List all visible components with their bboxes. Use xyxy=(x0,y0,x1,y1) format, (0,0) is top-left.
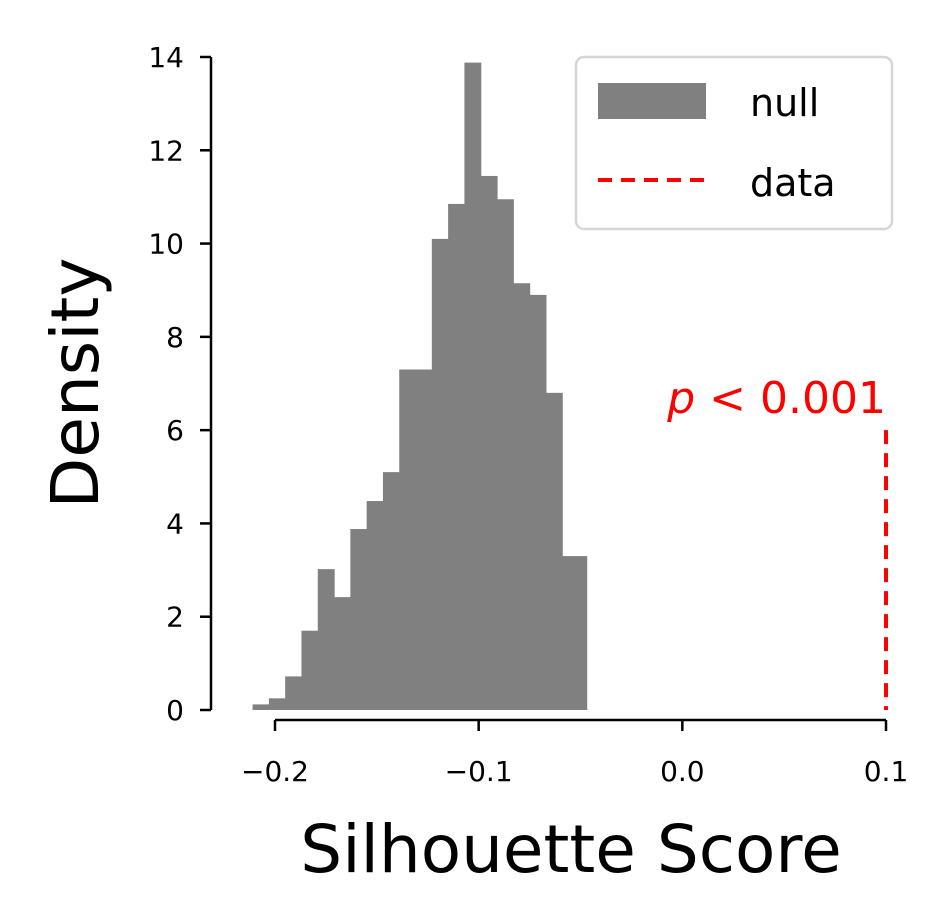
y-tick-label: 12 xyxy=(148,134,184,167)
legend-data-label: data xyxy=(750,161,836,205)
y-tick-label: 8 xyxy=(166,321,184,354)
histogram-bar xyxy=(285,676,303,710)
p-value-annotation: p < 0.001 xyxy=(666,373,886,424)
histogram-bar xyxy=(464,62,482,710)
histogram-bar xyxy=(350,529,368,710)
p-symbol: p xyxy=(666,373,695,424)
p-threshold: < 0.001 xyxy=(695,373,886,424)
x-tick-label: −0.2 xyxy=(241,755,309,788)
histogram-bar xyxy=(334,597,351,710)
histogram-bar xyxy=(268,698,286,710)
histogram-bar xyxy=(513,283,531,710)
histogram-bar xyxy=(448,203,466,711)
histogram-bar xyxy=(496,199,514,710)
histogram-bar xyxy=(382,472,400,710)
histogram-bar xyxy=(366,501,384,710)
histogram-bar xyxy=(415,369,433,710)
y-tick-label: 4 xyxy=(166,507,184,540)
y-axis-ticks: 0 2 4 6 8 10 12 14 xyxy=(148,41,211,727)
legend-null-label: null xyxy=(750,81,819,125)
x-tick-label: −0.1 xyxy=(445,755,513,788)
histogram-bar xyxy=(562,556,580,710)
y-tick-label: 10 xyxy=(148,228,184,261)
y-tick-label: 0 xyxy=(166,694,184,727)
null-histogram-bars xyxy=(252,62,588,711)
y-axis-title: Density xyxy=(37,258,114,509)
legend-null-swatch xyxy=(598,83,706,119)
x-tick-label: 0.0 xyxy=(660,755,705,788)
histogram-bar xyxy=(529,294,547,710)
legend-frame xyxy=(574,55,894,231)
histogram-bar xyxy=(399,369,417,710)
histogram-bar xyxy=(252,704,270,710)
histogram-bar xyxy=(578,556,588,710)
histogram-bar xyxy=(301,630,319,710)
x-axis-title: Silhouette Score xyxy=(300,811,841,888)
y-tick-label: 6 xyxy=(166,414,184,447)
y-tick-label: 14 xyxy=(148,41,184,74)
histogram-bar xyxy=(431,238,449,710)
x-tick-label: 0.1 xyxy=(864,755,909,788)
histogram-bar xyxy=(545,392,563,710)
y-tick-label: 2 xyxy=(166,601,184,634)
histogram-bar xyxy=(480,175,498,711)
x-axis-ticks: −0.2 −0.1 0.0 0.1 xyxy=(241,720,908,788)
legend: null data xyxy=(574,55,894,231)
histogram-bar xyxy=(317,569,335,710)
